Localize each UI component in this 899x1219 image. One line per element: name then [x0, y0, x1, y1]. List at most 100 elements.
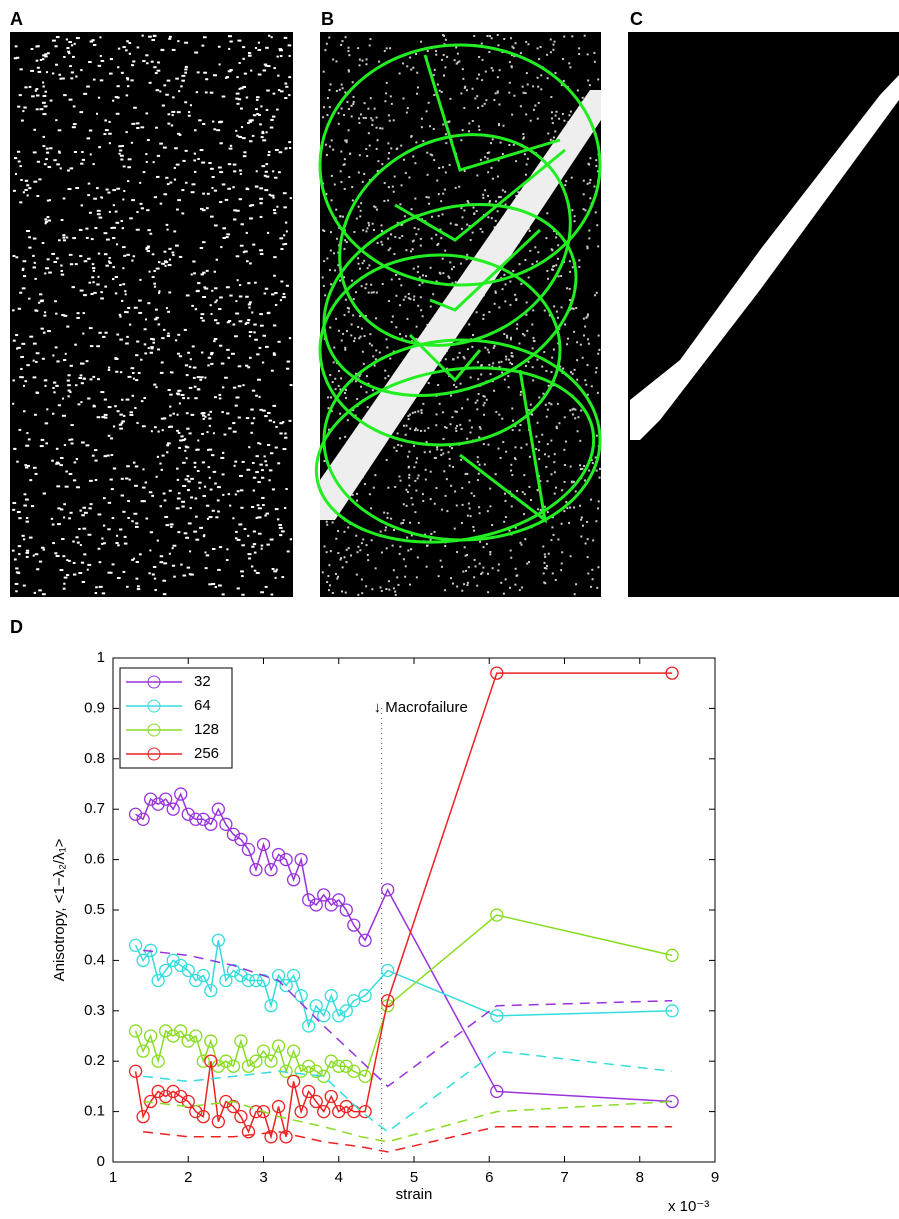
speck: [345, 561, 348, 564]
speck: [359, 215, 362, 218]
speck: [501, 288, 504, 291]
speck: [103, 413, 108, 416]
speck: [501, 189, 504, 192]
speck: [550, 539, 553, 542]
speck: [273, 570, 278, 573]
speck: [474, 565, 477, 568]
speck: [81, 362, 85, 365]
speck: [490, 37, 493, 40]
speck: [132, 461, 136, 464]
speck: [271, 488, 275, 491]
speck: [21, 287, 26, 290]
speck: [111, 278, 115, 281]
speck: [367, 107, 370, 110]
speck: [209, 488, 213, 491]
speck: [217, 510, 220, 513]
speck: [522, 91, 525, 94]
speck: [455, 223, 458, 226]
speck: [386, 516, 389, 519]
speck: [133, 106, 137, 109]
speck: [171, 564, 176, 567]
speck: [25, 551, 30, 554]
speck: [149, 531, 154, 534]
speck: [470, 492, 473, 495]
speck: [334, 388, 337, 391]
speck: [546, 564, 549, 567]
speck: [151, 38, 155, 41]
speck: [452, 265, 455, 268]
speck: [583, 465, 586, 468]
speck: [404, 171, 407, 174]
speck: [243, 151, 247, 154]
speck: [246, 468, 251, 471]
speck: [436, 448, 439, 451]
speck: [87, 533, 92, 536]
speck: [96, 416, 101, 419]
speck: [523, 153, 526, 156]
speck: [461, 407, 464, 410]
speck: [408, 473, 411, 476]
marker: [324, 1089, 338, 1104]
speck: [168, 37, 172, 40]
speck: [406, 107, 409, 110]
speck: [278, 48, 283, 51]
speck: [489, 505, 492, 508]
speck: [597, 507, 600, 510]
speck: [194, 51, 199, 54]
speck: [133, 557, 136, 560]
speck: [12, 549, 15, 552]
speck: [326, 97, 329, 100]
speck: [126, 78, 130, 81]
speck: [232, 430, 237, 433]
x-tick-label: 9: [711, 1169, 719, 1186]
speck: [569, 110, 572, 113]
speck: [416, 429, 419, 432]
speck: [96, 213, 101, 216]
speck: [498, 69, 501, 72]
marker: [219, 817, 233, 831]
speck: [534, 246, 537, 249]
speck: [83, 511, 88, 514]
speck: [267, 154, 271, 157]
speck: [75, 37, 80, 40]
speck: [51, 459, 54, 462]
speck: [192, 260, 196, 263]
marker: [151, 973, 165, 988]
speck: [38, 560, 43, 563]
speck: [431, 215, 434, 218]
speck: [520, 282, 523, 285]
speck: [323, 460, 326, 463]
marker: [136, 1044, 150, 1058]
speck: [471, 345, 474, 348]
y-tick-label: 0.1: [84, 1103, 105, 1120]
speck: [264, 189, 269, 192]
speck: [203, 485, 207, 488]
speck: [475, 210, 478, 213]
speck: [358, 64, 361, 67]
speck: [466, 437, 469, 440]
speck: [104, 285, 108, 288]
speck: [288, 146, 292, 149]
speck: [456, 551, 459, 554]
speck: [193, 385, 197, 388]
speck: [61, 414, 66, 417]
speck: [136, 588, 141, 591]
speck: [146, 139, 150, 142]
speck: [435, 280, 438, 283]
speck: [553, 453, 556, 456]
speck: [546, 443, 549, 446]
speck: [488, 310, 491, 313]
speck: [226, 548, 229, 551]
speck: [505, 355, 508, 358]
speck: [68, 438, 71, 441]
speck: [343, 530, 346, 533]
speck: [70, 424, 74, 427]
speck: [202, 192, 205, 195]
legend-marker: [147, 675, 161, 689]
speck: [53, 260, 57, 263]
speck: [418, 276, 421, 279]
speck: [152, 161, 155, 164]
speck: [201, 161, 206, 164]
speck: [337, 530, 340, 533]
marker: [279, 1130, 293, 1144]
